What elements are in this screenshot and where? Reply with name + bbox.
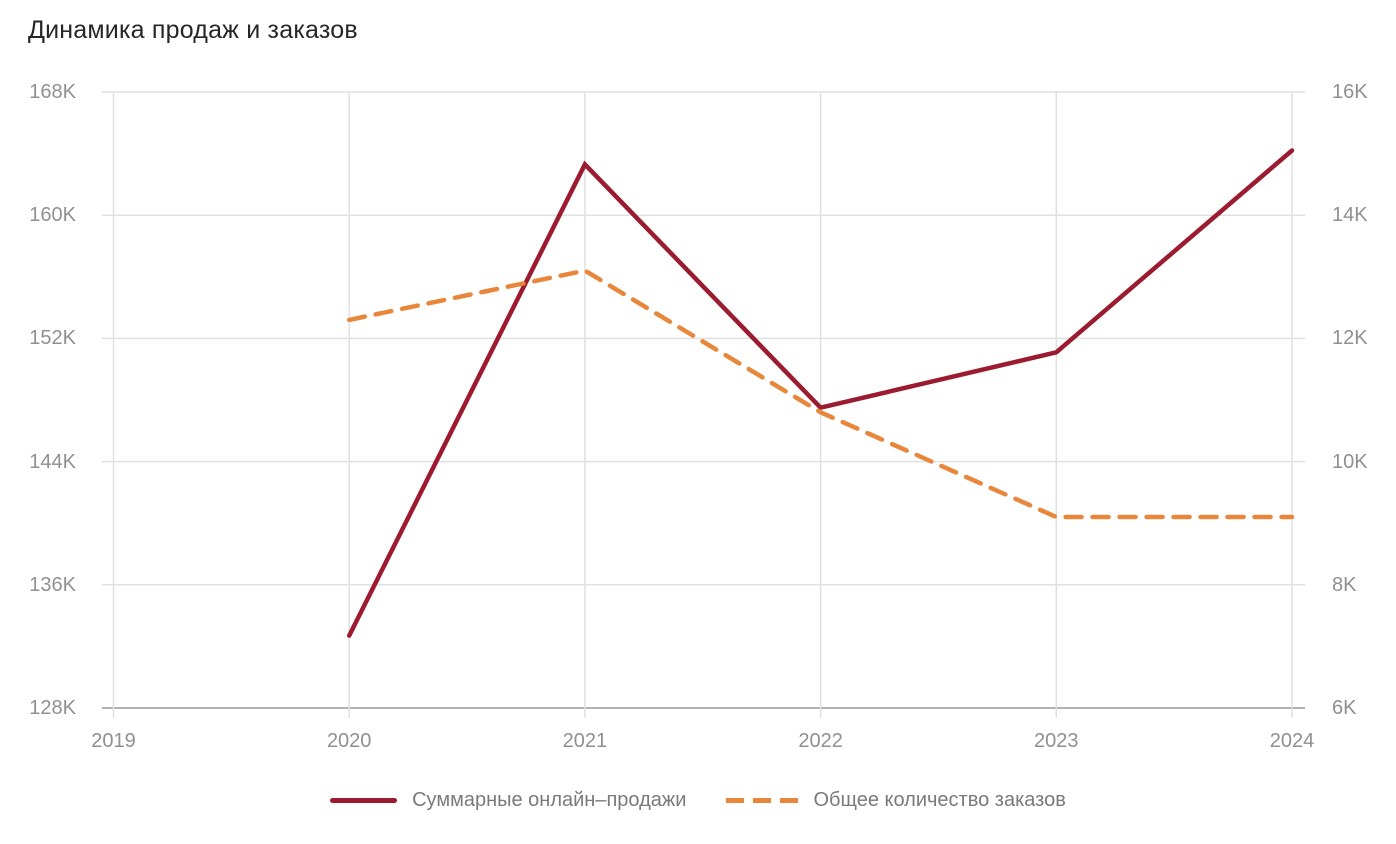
legend-item-sales[interactable]: Суммарные онлайн–продажи	[330, 789, 686, 812]
y-axis-left-tick-label: 168K	[29, 81, 76, 103]
legend-item-orders[interactable]: Общее количество заказов	[726, 789, 1066, 812]
orders-line	[346, 268, 1295, 520]
legend-label-sales: Суммарные онлайн–продажи	[412, 789, 687, 811]
x-axis-tick-label: 2024	[1269, 730, 1315, 752]
x-axis-tick-label: 2019	[91, 730, 136, 752]
x-axis-tick-label: 2021	[562, 730, 608, 752]
chart-title: Динамика продаж и заказов	[28, 16, 358, 44]
x-axis-tick-label: 2022	[798, 730, 843, 752]
y-axis-left-tick-label: 152K	[29, 327, 76, 350]
y-axis-right-tick-label: 16K	[1332, 81, 1368, 103]
legend: Суммарные онлайн–продажи Общее количеств…	[0, 789, 1396, 812]
y-axis-right-tick-label: 6K	[1332, 697, 1357, 719]
sales-line	[346, 148, 1295, 638]
y-axis-left-tick-label: 128K	[29, 697, 76, 719]
y-axis-right-tick-label: 8K	[1332, 573, 1357, 596]
y-axis-left-tick-label: 144K	[29, 450, 76, 473]
sales-line-swatch-icon	[330, 798, 398, 803]
x-axis-tick-label: 2020	[326, 730, 372, 752]
legend-label-orders: Общее количество заказов	[813, 789, 1066, 811]
y-axis-left-tick-label: 160K	[29, 204, 76, 227]
orders-line-swatch-icon	[726, 798, 799, 803]
y-axis-right-tick-label: 10K	[1332, 450, 1368, 473]
y-axis-right-tick-label: 14K	[1332, 204, 1368, 227]
y-axis-left-tick-label: 136K	[29, 573, 76, 596]
x-axis-tick-label: 2023	[1034, 730, 1079, 752]
y-axis-right-tick-label: 12K	[1332, 327, 1368, 350]
